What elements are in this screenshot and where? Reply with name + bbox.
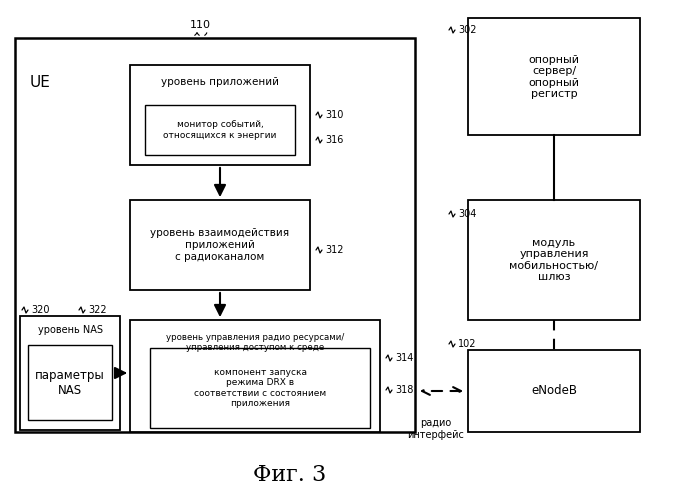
Text: параметры
NAS: параметры NAS [35, 369, 105, 397]
Bar [130, 320, 380, 432]
Text: 110: 110 [190, 20, 211, 30]
Text: 310: 310 [325, 110, 343, 120]
Text: Фиг. 3: Фиг. 3 [254, 464, 326, 486]
Text: радио
интерфейс: радио интерфейс [407, 418, 464, 440]
Bar [130, 65, 310, 165]
Text: модуль
управления
мобильностью/
шлюз: модуль управления мобильностью/ шлюз [509, 238, 598, 282]
Text: компонент запуска
режима DRX в
соответствии с состоянием
приложения: компонент запуска режима DRX в соответст… [194, 368, 326, 408]
Bar [15, 38, 415, 432]
Bar [20, 316, 120, 430]
Text: 322: 322 [88, 305, 107, 315]
Text: уровень приложений: уровень приложений [161, 77, 279, 87]
Bar [28, 345, 112, 420]
Bar [468, 350, 640, 432]
Text: eNodeB: eNodeB [531, 384, 577, 398]
Text: 320: 320 [31, 305, 50, 315]
Bar [150, 348, 370, 428]
Text: 304: 304 [458, 209, 477, 219]
Text: 314: 314 [395, 353, 413, 363]
Text: уровень NAS: уровень NAS [37, 325, 103, 335]
Bar [130, 200, 310, 290]
Text: опорный
сервер/
опорный
регистр: опорный сервер/ опорный регистр [528, 54, 579, 100]
Text: 316: 316 [325, 135, 343, 145]
Bar [468, 18, 640, 135]
Text: UE: UE [30, 75, 51, 90]
Text: 102: 102 [458, 339, 477, 349]
Text: 318: 318 [395, 385, 413, 395]
Bar [145, 105, 295, 155]
Text: уровень управления радио ресурсами/
управления доступом к среде: уровень управления радио ресурсами/ упра… [166, 333, 344, 352]
Text: 312: 312 [325, 245, 343, 255]
Bar [468, 200, 640, 320]
Text: уровень взаимодействия
приложений
с радиоканалом: уровень взаимодействия приложений с ради… [150, 228, 290, 262]
Text: монитор событий,
относящихся к энергии: монитор событий, относящихся к энергии [163, 120, 277, 140]
Text: 302: 302 [458, 25, 477, 35]
